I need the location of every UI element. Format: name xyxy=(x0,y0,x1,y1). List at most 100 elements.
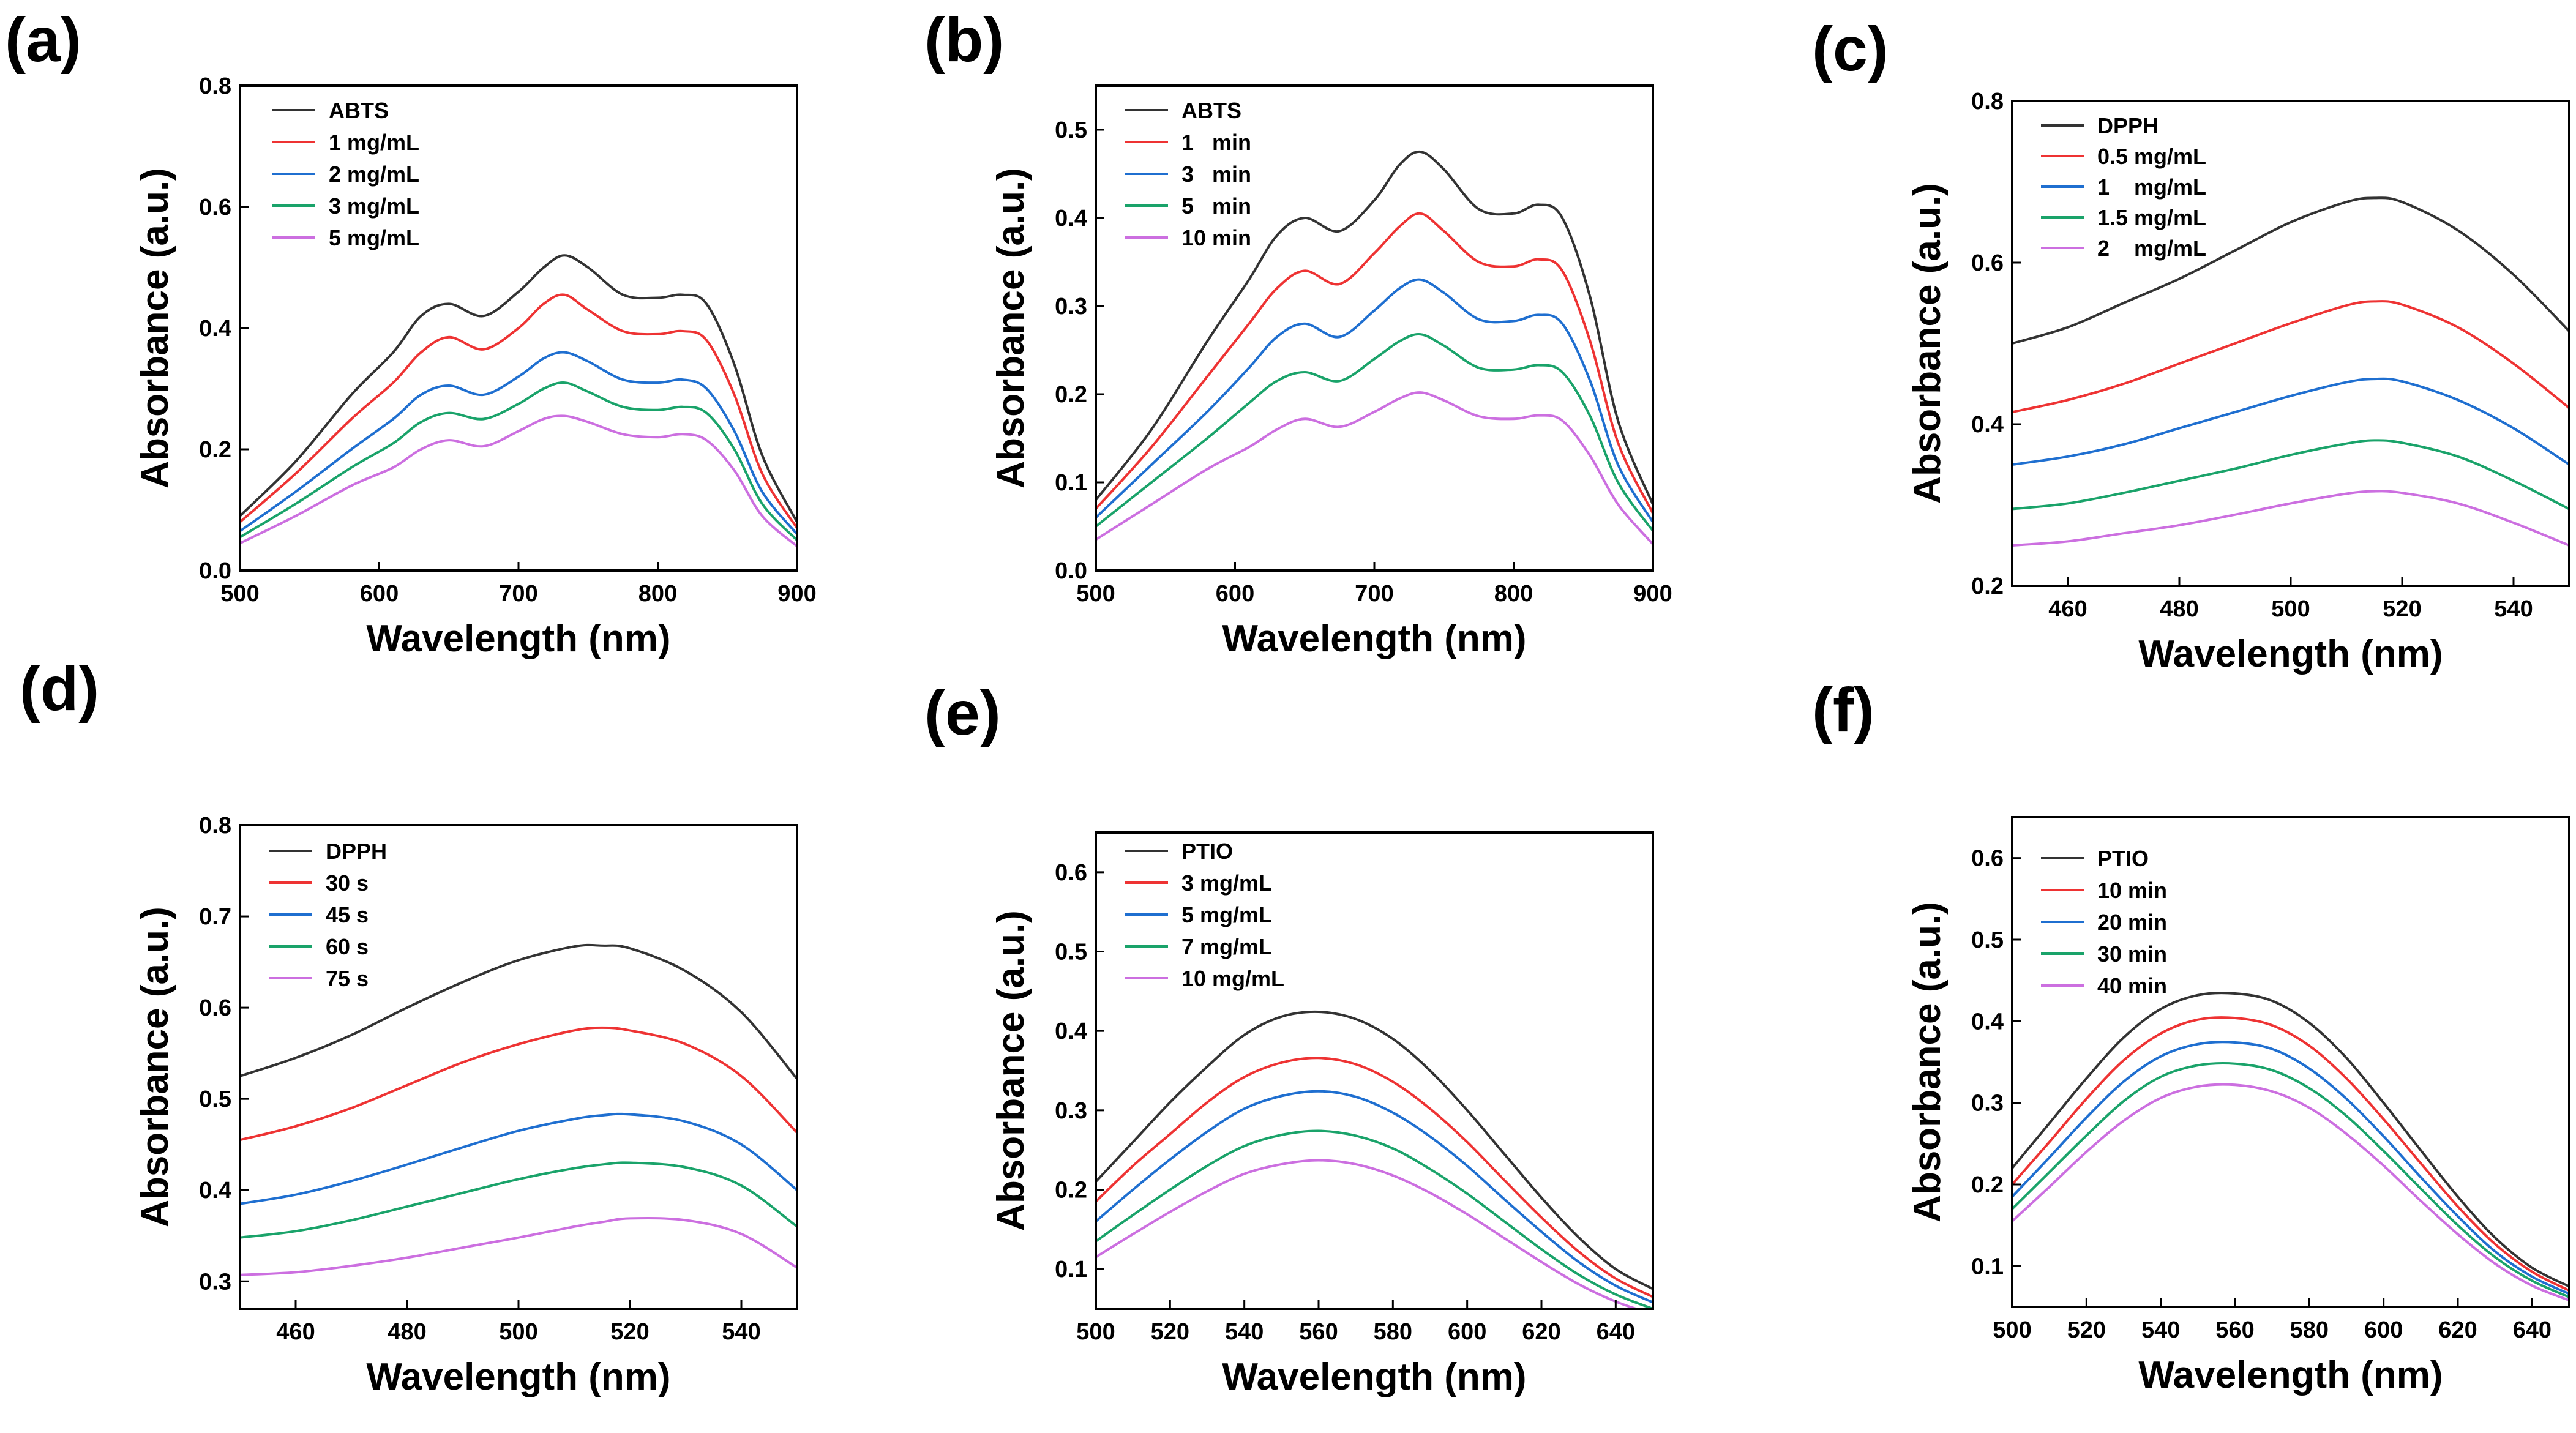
series-line-0 xyxy=(240,254,797,523)
series-line-2 xyxy=(240,351,797,535)
series-line-1 xyxy=(2012,1016,2569,1292)
y-axis-label: Absorbance (a.u.) xyxy=(990,910,1032,1231)
x-axis-label: Wavelength (nm) xyxy=(1222,618,1526,660)
panel-label: (f) xyxy=(1812,675,1874,745)
x-tick-label: 600 xyxy=(1216,581,1254,607)
legend-label: 20 min xyxy=(2097,910,2167,935)
y-axis-label: Absorbance (a.u.) xyxy=(1906,902,1949,1222)
chart-panel-f: (f) 500 520 540 560 580 600 620 640 0.1 0.2 0.3 0.4 0… xyxy=(1812,675,2570,1396)
series-line-3 xyxy=(1096,1129,1653,1309)
series-line-2 xyxy=(1096,1090,1653,1304)
legend-label: DPPH xyxy=(326,839,387,864)
legend-label: 5 mg/mL xyxy=(1181,902,1272,927)
legend-label: PTIO xyxy=(1181,839,1233,864)
chart-panel-c: (c) 460 480 500 520 540 0.2 0.4 0.6 0.8 Wavelength… xyxy=(1812,14,2570,675)
legend: PTIO 3 mg/mL 5 mg/mL 7 mg/mL 10 mg/mL xyxy=(1125,839,1284,991)
legend-label: 60 s xyxy=(326,934,369,959)
x-tick-label: 500 xyxy=(1993,1317,2031,1343)
series-line-0 xyxy=(2012,196,2569,345)
series-line-3 xyxy=(240,381,797,541)
legend-label: 7 mg/mL xyxy=(1181,934,1272,959)
legend-label: ABTS xyxy=(1181,98,1241,123)
legend-label: 10 min xyxy=(2097,878,2167,903)
x-tick-label: 480 xyxy=(388,1319,426,1345)
series-line-4 xyxy=(1096,1159,1640,1309)
legend-label: 1 mg/mL xyxy=(329,130,419,155)
y-tick-label: 0.6 xyxy=(1971,250,2004,276)
plot-frame xyxy=(2011,816,2570,1308)
panel-label: (a) xyxy=(5,5,81,75)
x-tick-label: 520 xyxy=(1151,1319,1189,1345)
y-tick-label: 0.3 xyxy=(1055,1098,1087,1124)
legend-label: 3 min xyxy=(1181,162,1251,187)
y-tick-label: 0.8 xyxy=(199,813,231,839)
chart-panel-a: (a) 500 600 700 800 900 0.0 0.2 0.4 0.6 0.8 Wavelen… xyxy=(5,5,817,660)
series-line-3 xyxy=(2012,1061,2569,1298)
series-line-1 xyxy=(240,293,797,529)
y-tick-label: 0.4 xyxy=(199,316,231,342)
x-tick-label: 560 xyxy=(1299,1319,1338,1345)
y-tick-label: 0.0 xyxy=(1055,558,1087,584)
legend-label: 3 mg/mL xyxy=(329,193,419,219)
y-tick-label: 0.0 xyxy=(199,558,231,584)
legend-label: 45 s xyxy=(326,902,369,927)
legend-label: ABTS xyxy=(329,98,389,123)
x-tick-label: 580 xyxy=(1374,1319,1412,1345)
series-line-3 xyxy=(2012,439,2569,511)
y-tick-label: 0.5 xyxy=(1055,940,1087,965)
series-line-3 xyxy=(1096,332,1653,532)
legend-label: 1 min xyxy=(1181,130,1251,155)
x-tick-label: 500 xyxy=(220,581,259,607)
x-tick-label: 700 xyxy=(1355,581,1393,607)
legend-label: 5 min xyxy=(1181,193,1251,219)
x-tick-label: 540 xyxy=(1225,1319,1264,1345)
legend-label: 3 mg/mL xyxy=(1181,870,1272,896)
x-tick-label: 500 xyxy=(499,1319,537,1345)
legend-label: 10 min xyxy=(1181,225,1251,250)
x-tick-label: 520 xyxy=(610,1319,649,1345)
series-line-1 xyxy=(1096,1057,1653,1298)
x-tick-label: 900 xyxy=(1633,581,1672,607)
series-line-4 xyxy=(240,943,797,1080)
y-tick-label: 0.3 xyxy=(1971,1091,2004,1117)
x-tick-label: 540 xyxy=(722,1319,760,1345)
x-tick-label: 900 xyxy=(777,581,816,607)
x-axis-label: Wavelength (nm) xyxy=(2138,1354,2443,1396)
y-tick-label: 0.7 xyxy=(199,904,231,930)
y-tick-label: 0.3 xyxy=(199,1269,231,1295)
series-line-4 xyxy=(1096,391,1653,545)
y-axis-label: Absorbance (a.u.) xyxy=(134,907,176,1227)
y-tick-label: 0.6 xyxy=(1055,860,1087,886)
x-tick-label: 600 xyxy=(2364,1317,2403,1343)
legend-label: 10 mg/mL xyxy=(1181,966,1284,991)
series-line-4 xyxy=(2012,490,2569,547)
y-tick-label: 0.5 xyxy=(199,1087,231,1112)
series-line-3 xyxy=(240,1217,797,1276)
legend: ABTS 1 mg/mL 2 mg/mL 3 mg/mL 5 mg/mL xyxy=(272,98,419,250)
panel-label: (b) xyxy=(924,5,1004,75)
x-axis-label: Wavelength (nm) xyxy=(366,618,670,660)
y-tick-label: 0.2 xyxy=(1971,1172,2004,1198)
chart-panel-d: (d) 460 480 500 520 540 0.3 0.4 0.5 0.6 0.7 0.8 Wave… xyxy=(20,654,798,1398)
x-tick-label: 640 xyxy=(1597,1319,1635,1345)
legend-label: 30 s xyxy=(326,870,369,896)
x-tick-label: 480 xyxy=(2160,596,2198,622)
y-tick-label: 0.5 xyxy=(1971,927,2004,953)
y-axis-label: Absorbance (a.u.) xyxy=(990,168,1032,488)
x-axis-label: Wavelength (nm) xyxy=(366,1356,670,1398)
series-line-2 xyxy=(240,1161,797,1239)
x-tick-label: 500 xyxy=(1076,581,1115,607)
x-axis-label: Wavelength (nm) xyxy=(1222,1356,1526,1398)
x-tick-label: 700 xyxy=(499,581,537,607)
y-tick-label: 0.8 xyxy=(199,73,231,99)
x-tick-label: 500 xyxy=(2271,596,2310,622)
legend-label: 5 mg/mL xyxy=(329,225,419,250)
y-tick-label: 0.5 xyxy=(1055,118,1087,143)
x-tick-label: 520 xyxy=(2067,1317,2106,1343)
legend-label: 75 s xyxy=(326,966,369,991)
series-line-4 xyxy=(2012,1083,2569,1302)
y-tick-label: 0.1 xyxy=(1055,470,1087,496)
y-tick-label: 0.4 xyxy=(1055,1019,1087,1044)
y-tick-label: 0.8 xyxy=(1971,89,2004,114)
y-tick-label: 0.1 xyxy=(1971,1254,2004,1279)
